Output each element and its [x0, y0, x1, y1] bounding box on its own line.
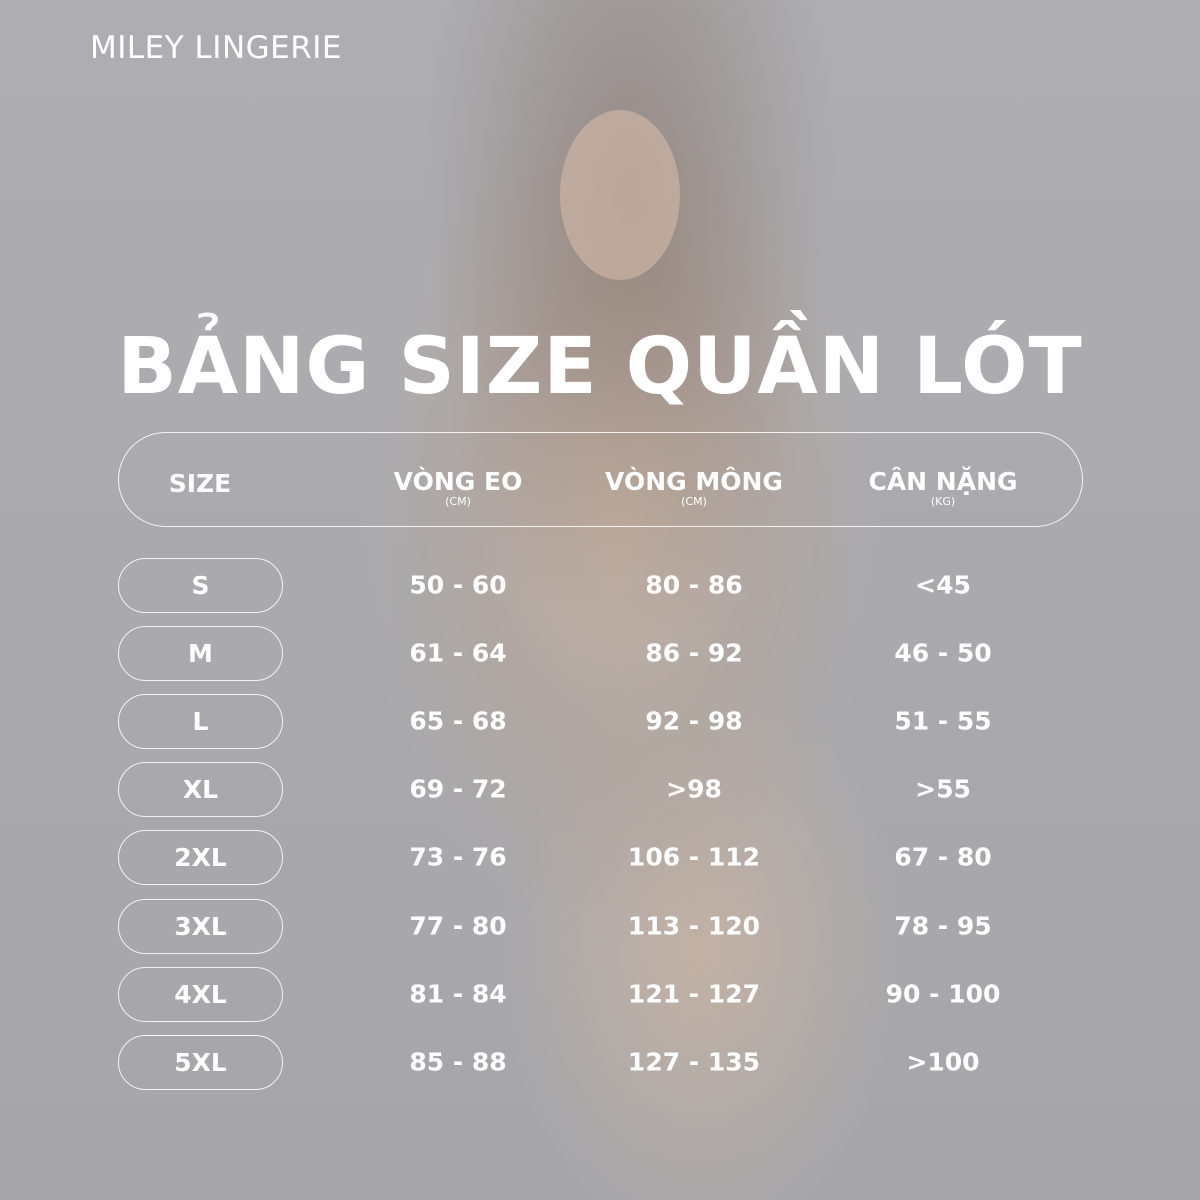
waist-cell: 61 - 64: [409, 638, 507, 668]
size-pill: XL: [118, 762, 283, 818]
header-hip: VÒNG MÔNG (CM): [605, 468, 783, 508]
model-hair: [420, 0, 840, 660]
hip-cell: 106 - 112: [627, 842, 761, 872]
waist-cell: 85 - 88: [409, 1047, 507, 1077]
page-title: BẢNG SIZE QUẦN LÓT: [117, 322, 1083, 412]
waist-cell: 77 - 80: [409, 911, 507, 940]
header-hip-label: VÒNG MÔNG: [605, 467, 783, 496]
size-pill: S: [118, 558, 283, 613]
header-weight: CÂN NẶNG (KG): [868, 468, 1017, 508]
hip-cell: 86 - 92: [645, 638, 743, 668]
brand-logo: MILEY LINGERIE: [90, 30, 343, 66]
size-pill: 3XL: [118, 898, 283, 954]
table-header: [118, 432, 1083, 527]
weight-cell: 51 - 55: [894, 706, 992, 736]
hip-cell: 80 - 86: [645, 570, 743, 600]
hip-cell: 127 - 135: [627, 1047, 761, 1077]
header-waist-label: VÒNG EO: [393, 467, 523, 496]
waist-cell: 73 - 76: [409, 842, 507, 872]
hip-cell: 113 - 120: [627, 911, 761, 940]
waist-cell: 69 - 72: [409, 774, 507, 804]
weight-cell: >100: [906, 1047, 980, 1077]
waist-cell: 50 - 60: [409, 570, 507, 600]
header-weight-unit: (KG): [930, 495, 956, 508]
waist-cell: 81 - 84: [409, 979, 507, 1009]
weight-cell: <45: [915, 570, 971, 600]
size-pill: M: [118, 626, 283, 682]
header-hip-unit: (CM): [681, 495, 707, 508]
weight-cell: 67 - 80: [894, 842, 992, 872]
hip-cell: 92 - 98: [645, 706, 743, 736]
header-size: SIZE: [169, 470, 232, 498]
header-size-label: SIZE: [168, 469, 232, 498]
header-waist: VÒNG EO (CM): [394, 468, 523, 508]
weight-cell: >55: [915, 774, 971, 804]
weight-cell: 90 - 100: [885, 979, 1001, 1009]
size-pill: 4XL: [118, 966, 283, 1022]
size-pill: 2XL: [118, 830, 283, 886]
weight-cell: 78 - 95: [894, 911, 992, 940]
model-face: [560, 110, 680, 280]
waist-cell: 65 - 68: [409, 706, 507, 736]
hip-cell: 121 - 127: [627, 979, 761, 1009]
size-pill: L: [118, 694, 283, 750]
weight-cell: 46 - 50: [894, 638, 992, 668]
hip-cell: >98: [666, 774, 722, 804]
header-weight-label: CÂN NẶNG: [868, 467, 1018, 496]
header-waist-unit: (CM): [445, 495, 471, 508]
size-pill: 5XL: [118, 1034, 283, 1090]
